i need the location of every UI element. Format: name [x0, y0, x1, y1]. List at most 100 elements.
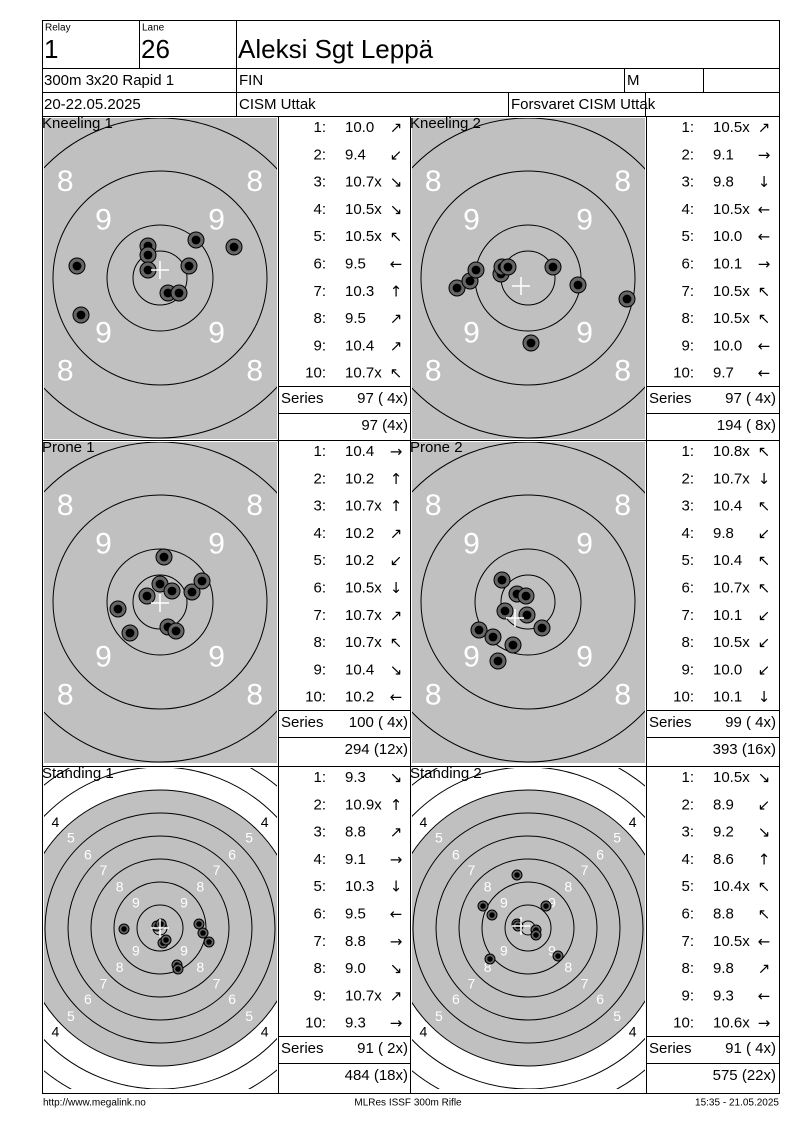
- ring: [90, 858, 230, 998]
- shot-value: 10.1: [713, 607, 742, 624]
- shot-number: 6:: [313, 255, 326, 272]
- shot-core: [573, 280, 583, 290]
- shot-number: 5:: [313, 228, 326, 245]
- shot-value: 8.8: [713, 905, 734, 922]
- shot-number: 1:: [681, 119, 694, 136]
- shot-value: 10.1: [713, 255, 742, 272]
- shot-number: 1:: [681, 443, 694, 460]
- shot-value: 10.2: [345, 525, 374, 542]
- shot-direction: ↗: [390, 606, 403, 624]
- shot-direction: ↖: [758, 905, 771, 923]
- shot-direction: ↖: [390, 228, 403, 246]
- shot-value: 10.1: [713, 689, 742, 706]
- shot-core: [113, 604, 123, 614]
- shot-value: 10.4: [345, 443, 374, 460]
- shot-direction: ↘: [758, 769, 771, 787]
- shot-core: [184, 261, 194, 271]
- ring-label: 4: [629, 814, 637, 830]
- series-score: 91 ( 4x): [725, 1040, 776, 1057]
- shot-direction: ←: [758, 337, 771, 355]
- ring-label: 8: [484, 878, 492, 894]
- panel-title: Kneeling 2: [410, 115, 481, 132]
- shot-value: 10.7x: [345, 498, 382, 515]
- ring: [67, 835, 253, 1021]
- ring-label: 9: [500, 943, 508, 959]
- shot-direction: ↘: [758, 823, 771, 841]
- ring-label: 9: [576, 640, 593, 673]
- series-score: 97 ( 4x): [357, 390, 408, 407]
- ring-label: 8: [116, 878, 124, 894]
- shot-direction: ←: [390, 255, 403, 273]
- shot-direction: ←: [758, 228, 771, 246]
- shot-direction: ↑: [390, 796, 403, 814]
- shot-value: 10.0: [713, 661, 742, 678]
- shot-direction: →: [390, 932, 403, 950]
- shot-direction: →: [758, 255, 771, 273]
- shot-value: 9.7: [713, 365, 734, 382]
- relay-label: Relay: [45, 23, 71, 34]
- shot-core: [229, 242, 239, 252]
- ring-label: 8: [57, 355, 74, 388]
- shot-number: 4:: [681, 201, 694, 218]
- ring: [412, 812, 644, 1044]
- shot-value: 10.5x: [345, 201, 382, 218]
- shot-value: 10.6x: [713, 1015, 750, 1032]
- shot-value: 9.8: [713, 525, 734, 542]
- shot-value: 10.5x: [345, 579, 382, 596]
- shot-core: [159, 552, 169, 562]
- ring-label: 6: [596, 991, 604, 1007]
- shot-direction: ↖: [758, 282, 771, 300]
- nation: FIN: [239, 72, 263, 89]
- shot-number: 7:: [681, 607, 694, 624]
- shot-core: [521, 591, 531, 601]
- shot-core: [503, 262, 513, 272]
- ring-label: 6: [452, 991, 460, 1007]
- shot-number: 8:: [681, 960, 694, 977]
- shot-core: [76, 310, 86, 320]
- ring: [44, 442, 277, 763]
- shot-core: [522, 610, 532, 620]
- ring-label: 8: [614, 489, 631, 522]
- ring-label: 6: [452, 847, 460, 863]
- shot-core: [487, 956, 493, 962]
- shot-number: 2:: [313, 146, 326, 163]
- event: 300m 3x20 Rapid 1: [44, 72, 174, 89]
- target: 8 88 89 99 9: [44, 118, 277, 439]
- shot-direction: ↑: [390, 497, 403, 515]
- ring-label: 9: [208, 640, 225, 673]
- ring-label: 4: [419, 814, 427, 830]
- ring-label: 5: [67, 1008, 75, 1024]
- shot-direction: ↓: [758, 173, 771, 191]
- ring: [412, 442, 645, 763]
- panel-title: Standing 2: [410, 765, 482, 782]
- ring-label: 9: [208, 203, 225, 236]
- ring-label: 6: [596, 847, 604, 863]
- ring-label: 7: [468, 975, 476, 991]
- ring-label: 6: [228, 847, 236, 863]
- shot-direction: ↖: [390, 364, 403, 382]
- ring-label: 8: [425, 355, 442, 388]
- shot-number: 8:: [313, 310, 326, 327]
- shot-value: 9.5: [345, 255, 366, 272]
- shot-number: 7:: [313, 607, 326, 624]
- shot-value: 10.7x: [713, 470, 750, 487]
- ring-label: 9: [180, 895, 188, 911]
- shot-value: 9.8: [713, 960, 734, 977]
- shot-core: [526, 338, 536, 348]
- ring-label: 7: [100, 862, 108, 878]
- running-total: 393 (16x): [713, 741, 776, 758]
- ring: [106, 224, 214, 332]
- target: 8 88 89 99 9: [412, 118, 645, 439]
- ring-label: 5: [67, 830, 75, 846]
- ring-label: 9: [576, 203, 593, 236]
- shot-value: 10.5x: [713, 769, 750, 786]
- shot-number: 3:: [681, 498, 694, 515]
- shot-core: [196, 921, 202, 927]
- ring-label: 8: [484, 959, 492, 975]
- shot-direction: ↘: [390, 769, 403, 787]
- aiming-mark: [412, 790, 645, 1066]
- shot-number: 2:: [681, 146, 694, 163]
- ring-label: 9: [576, 316, 593, 349]
- relay: 1: [44, 34, 58, 64]
- shot-core: [143, 250, 153, 260]
